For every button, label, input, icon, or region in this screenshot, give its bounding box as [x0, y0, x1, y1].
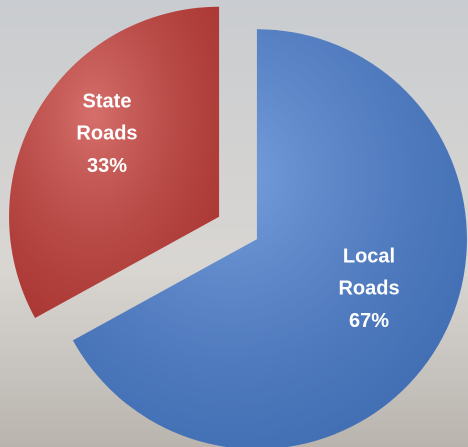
slice-shading: [72, 29, 467, 447]
slice-category-label: Local Roads: [338, 246, 399, 300]
slice-value-label: 67%: [349, 310, 389, 332]
slice-shading: [9, 6, 220, 318]
pie: Local Roads 67% State Roads 33%: [9, 6, 467, 447]
slice-value-label: 33%: [87, 155, 127, 177]
slice-category-label: State Roads: [76, 91, 137, 145]
